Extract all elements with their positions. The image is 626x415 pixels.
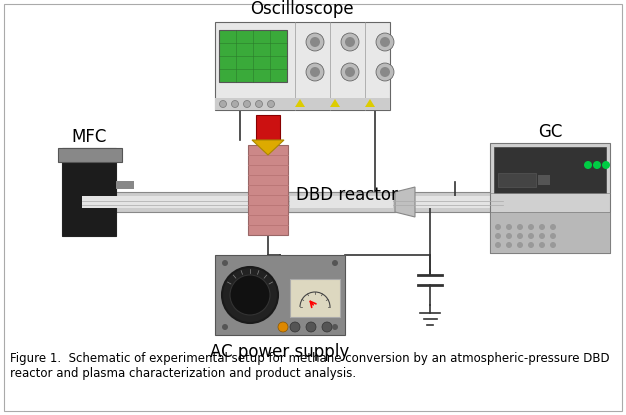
- Polygon shape: [330, 99, 340, 107]
- Bar: [215, 255, 345, 335]
- Circle shape: [267, 100, 274, 107]
- Circle shape: [550, 224, 556, 230]
- Circle shape: [495, 233, 501, 239]
- Text: MFC: MFC: [71, 128, 106, 146]
- Bar: [62, 148, 116, 236]
- Circle shape: [341, 33, 359, 51]
- Circle shape: [593, 161, 601, 169]
- Circle shape: [345, 67, 355, 77]
- Bar: [290, 279, 340, 317]
- Circle shape: [310, 67, 320, 77]
- Circle shape: [495, 242, 501, 248]
- Bar: [490, 212, 610, 253]
- Circle shape: [332, 324, 338, 330]
- Polygon shape: [365, 99, 375, 107]
- Circle shape: [222, 260, 228, 266]
- Circle shape: [506, 242, 512, 248]
- Circle shape: [230, 275, 270, 315]
- Circle shape: [517, 233, 523, 239]
- Circle shape: [332, 260, 338, 266]
- Circle shape: [345, 37, 355, 47]
- Circle shape: [306, 33, 324, 51]
- Circle shape: [528, 233, 534, 239]
- Bar: [538, 175, 550, 185]
- Circle shape: [290, 322, 300, 332]
- Circle shape: [322, 322, 332, 332]
- Circle shape: [528, 224, 534, 230]
- Circle shape: [550, 233, 556, 239]
- Circle shape: [506, 224, 512, 230]
- Circle shape: [222, 267, 278, 323]
- Polygon shape: [252, 140, 284, 155]
- Bar: [58, 148, 122, 162]
- Bar: [80, 192, 505, 212]
- Bar: [215, 22, 390, 110]
- Bar: [494, 147, 606, 193]
- Circle shape: [376, 33, 394, 51]
- Circle shape: [584, 161, 592, 169]
- Text: Figure 1.  Schematic of experimental setup for methane conversion by an atmosphe: Figure 1. Schematic of experimental setu…: [10, 352, 610, 380]
- Bar: [215, 98, 390, 110]
- Circle shape: [306, 63, 324, 81]
- Bar: [248, 145, 288, 235]
- Circle shape: [539, 224, 545, 230]
- Polygon shape: [395, 187, 415, 217]
- Circle shape: [255, 100, 262, 107]
- Circle shape: [495, 224, 501, 230]
- Circle shape: [220, 100, 227, 107]
- Circle shape: [506, 233, 512, 239]
- Text: Oscilloscope: Oscilloscope: [250, 0, 354, 18]
- Circle shape: [232, 100, 239, 107]
- Bar: [82, 196, 503, 208]
- Circle shape: [539, 242, 545, 248]
- Text: AC power supply: AC power supply: [210, 343, 350, 361]
- Circle shape: [244, 100, 250, 107]
- Bar: [256, 115, 280, 140]
- Circle shape: [517, 242, 523, 248]
- Circle shape: [222, 324, 228, 330]
- Bar: [498, 173, 536, 187]
- Bar: [219, 30, 287, 82]
- Circle shape: [528, 242, 534, 248]
- Circle shape: [310, 37, 320, 47]
- Bar: [490, 143, 610, 253]
- Circle shape: [550, 242, 556, 248]
- Circle shape: [376, 63, 394, 81]
- Circle shape: [380, 67, 390, 77]
- Text: GC: GC: [538, 123, 562, 141]
- Circle shape: [380, 37, 390, 47]
- Circle shape: [539, 233, 545, 239]
- Bar: [116, 181, 134, 189]
- Circle shape: [602, 161, 610, 169]
- Circle shape: [306, 322, 316, 332]
- Bar: [288, 192, 395, 212]
- Circle shape: [341, 63, 359, 81]
- Circle shape: [278, 322, 288, 332]
- Bar: [290, 196, 393, 208]
- Text: DBD reactor: DBD reactor: [296, 186, 398, 204]
- Circle shape: [517, 224, 523, 230]
- Polygon shape: [295, 99, 305, 107]
